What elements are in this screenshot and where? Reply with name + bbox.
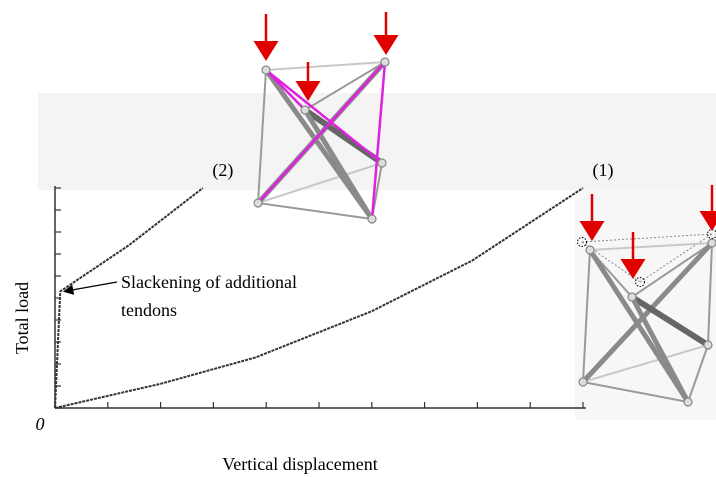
origin-label: 0 <box>36 414 45 434</box>
annotation-text: Slackening of additional <box>121 272 297 292</box>
tensegrity-initial <box>577 185 716 407</box>
series-label: (1) <box>593 160 614 181</box>
y-axis-label: Total load <box>12 282 32 354</box>
series-line <box>54 187 584 409</box>
annotation-text: tendons <box>121 300 177 320</box>
series-label: (2) <box>212 160 233 181</box>
tensegrity-loaded <box>253 12 399 224</box>
background-panel <box>38 93 716 190</box>
series-line <box>54 187 204 409</box>
x-axis-label: Vertical displacement <box>222 454 377 474</box>
annotation-arrow <box>63 281 118 295</box>
